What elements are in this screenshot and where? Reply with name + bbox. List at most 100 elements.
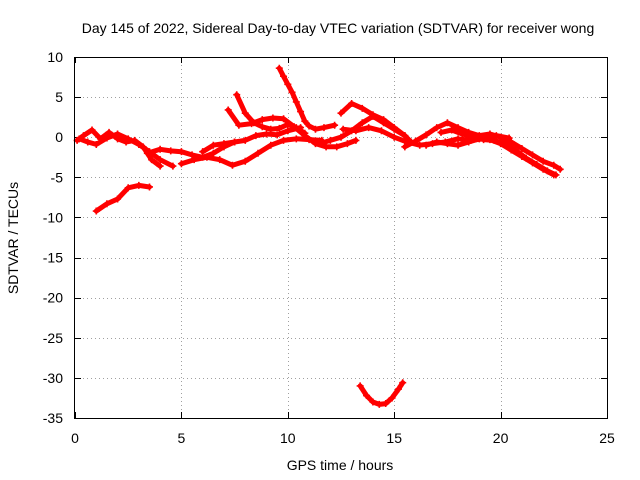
data-point [145,183,153,191]
data-point [177,148,185,156]
data-point [480,136,488,144]
data-point [497,133,505,141]
data-point [358,119,366,127]
data-point [216,156,224,164]
y-tick-label: -20 [43,290,63,306]
data-point [337,109,345,117]
data-point [311,125,319,133]
data-point [252,132,260,140]
data-point [284,120,292,128]
y-tick-label: 0 [55,129,63,145]
data-point [103,200,111,208]
data-point [156,145,164,153]
data-point [156,156,164,164]
y-tick-labels: 10 5 0 -5 -10 -15 -20 -25 -30 -35 [43,49,63,426]
series-line [76,131,176,169]
grid [75,57,607,418]
y-tick-label: 10 [47,49,63,65]
data-point [297,124,305,132]
data-point [390,125,398,133]
data-point [235,121,243,129]
data-point [103,134,111,142]
series-arc-7 [275,64,339,133]
y-tick-label: -25 [43,330,63,346]
data-point [465,138,473,146]
data-point [454,141,462,149]
x-tick-label: 20 [493,430,509,446]
data-point [148,156,156,164]
data-point [380,119,388,127]
data-point [422,131,430,139]
data-marks [73,64,564,408]
data-point [469,133,477,141]
data-point [518,144,526,152]
data-point [394,385,402,393]
data-point [267,125,275,133]
data-point [448,126,456,134]
x-tick-label: 5 [178,430,186,446]
data-point [241,136,249,144]
data-point [358,104,366,112]
x-tick-label: 0 [71,430,79,446]
y-tick-label: -15 [43,250,63,266]
data-point [305,136,313,144]
y-tick-label: -10 [43,209,63,225]
data-point [224,106,232,114]
data-point [382,400,390,408]
data-point [114,195,122,203]
data-point [209,141,217,149]
x-tick-label: 25 [599,430,615,446]
data-point [124,135,132,143]
data-point [169,162,177,170]
data-point [501,140,509,148]
data-point [390,133,398,141]
series-arc-1 [92,181,153,215]
data-point [507,138,515,146]
data-point [552,171,560,179]
data-point [433,124,441,132]
data-point [267,141,275,149]
data-point [363,392,371,400]
data-point [124,184,132,192]
data-point [550,161,558,169]
data-point [401,132,409,140]
data-point [401,143,409,151]
data-point [167,147,175,155]
data-point [331,121,339,129]
data-point [365,124,373,132]
data-point [156,162,164,170]
data-point [458,130,466,138]
data-point [284,127,292,135]
data-point [280,115,288,123]
data-point [233,91,241,99]
data-point [375,400,383,408]
data-point [399,379,407,387]
data-point [316,140,324,148]
data-point [511,146,519,154]
data-point [356,382,364,390]
data-point [135,140,143,148]
data-point [333,143,341,151]
data-point [203,153,211,161]
data-point [305,122,313,130]
data-point [280,72,288,80]
data-point [254,149,262,157]
x-tick-label: 10 [280,430,296,446]
data-point [422,141,430,149]
data-point [75,135,83,143]
chart-title: Day 145 of 2022, Sidereal Day-to-day VTE… [82,20,595,36]
data-point [231,138,239,146]
data-point [443,140,451,148]
data-point [241,157,249,165]
data-point [190,156,198,164]
data-point [339,125,347,133]
series-arc-4 [143,138,239,161]
series-arc-8 [177,135,326,169]
data-point [326,136,334,144]
data-point [92,140,100,148]
data-point [301,117,309,125]
data-point [343,140,351,148]
data-point [241,109,249,117]
data-point [228,161,236,169]
